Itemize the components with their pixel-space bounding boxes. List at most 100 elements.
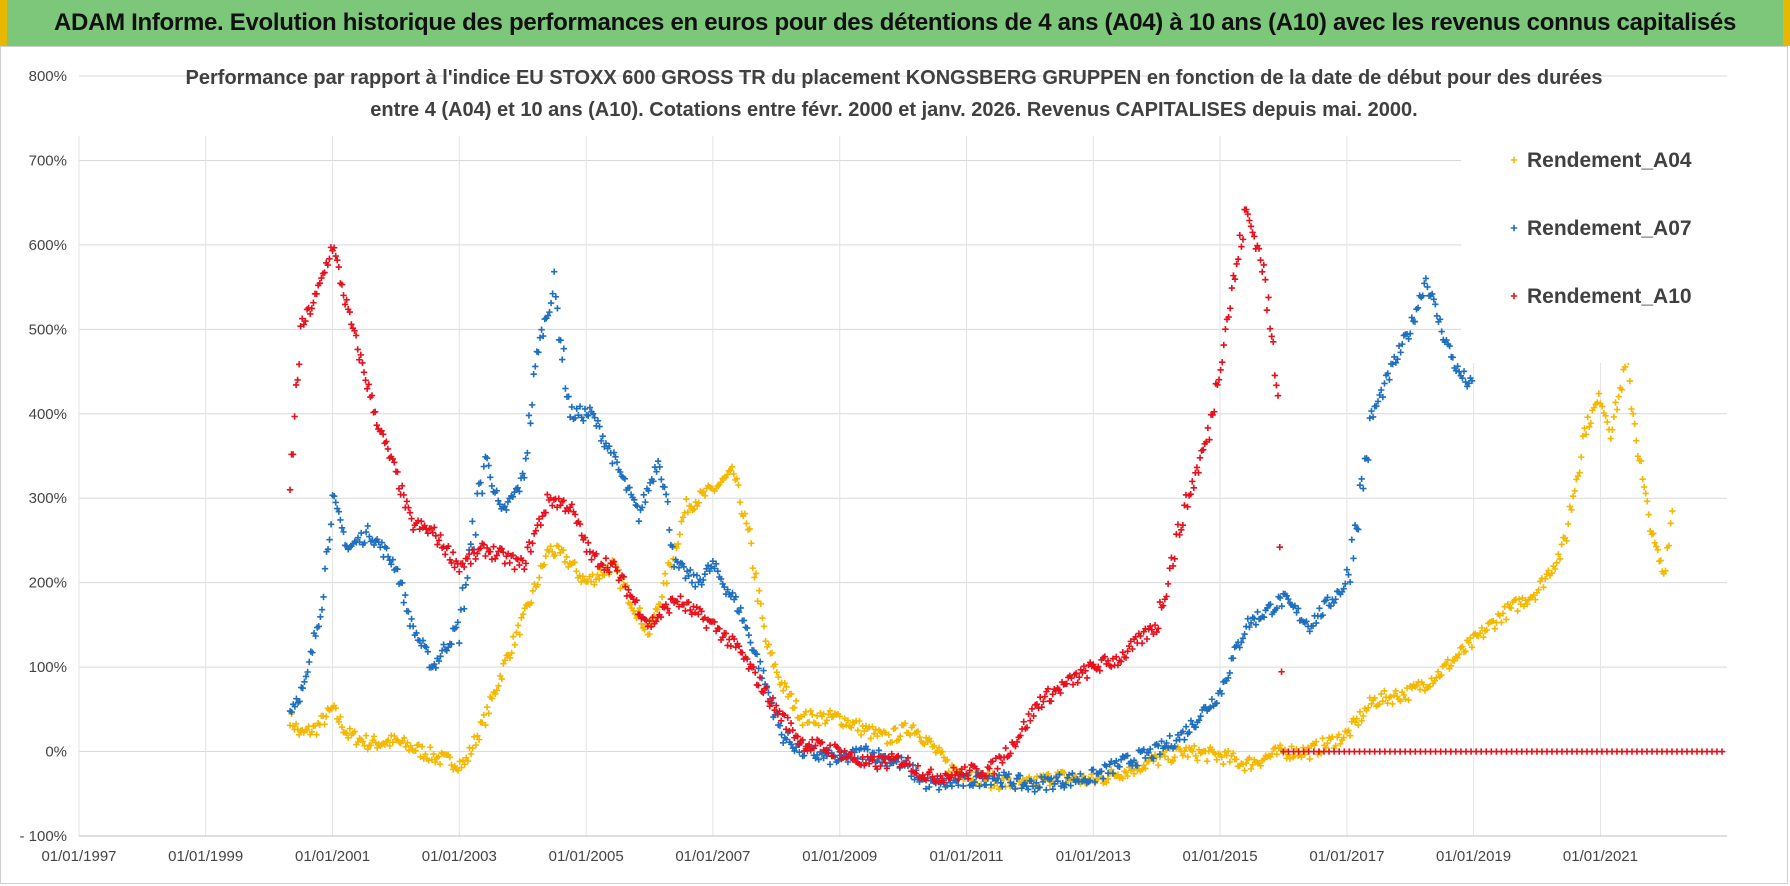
data-point (999, 759, 1006, 766)
data-point (521, 565, 528, 573)
data-point (895, 752, 902, 760)
data-point (591, 414, 598, 421)
data-point (519, 611, 527, 618)
data-point (940, 754, 948, 761)
data-point (1211, 408, 1218, 415)
data-point (776, 707, 783, 715)
data-point (1189, 478, 1196, 485)
data-point (432, 664, 440, 672)
data-point (1405, 335, 1412, 343)
data-point (362, 377, 369, 384)
data-point (425, 757, 432, 764)
data-point (1169, 562, 1177, 570)
data-point (1394, 355, 1401, 363)
data-point (1356, 708, 1364, 716)
data-point (727, 467, 734, 474)
data-point (976, 783, 983, 790)
data-point (469, 518, 476, 525)
data-point (538, 326, 545, 333)
data-point (1510, 224, 1518, 232)
data-point (839, 723, 847, 730)
data-point (735, 643, 743, 650)
data-point (394, 468, 401, 476)
data-point (1184, 503, 1191, 511)
data-point (652, 618, 660, 625)
data-point (752, 669, 759, 676)
data-point (477, 479, 484, 486)
data-point (817, 709, 824, 717)
data-point (737, 604, 744, 612)
data-point (1206, 436, 1213, 443)
data-point (1243, 206, 1250, 213)
data-point (335, 263, 343, 271)
data-point (641, 626, 648, 633)
data-point (1306, 628, 1313, 635)
data-point (413, 629, 420, 637)
data-point (736, 499, 744, 506)
data-point (1447, 662, 1455, 669)
data-point (674, 598, 681, 605)
data-point (654, 606, 661, 613)
data-point (1408, 314, 1416, 321)
data-point (1421, 280, 1428, 287)
data-point (363, 385, 371, 392)
data-point (1288, 743, 1295, 750)
data-point (788, 690, 795, 698)
data-point (1252, 621, 1260, 628)
data-point (673, 544, 680, 552)
data-point (383, 545, 390, 552)
data-point (477, 544, 484, 552)
data-point (562, 385, 569, 392)
data-point (711, 618, 718, 626)
data-point (318, 274, 325, 282)
data-point (431, 758, 439, 766)
data-point (378, 427, 385, 434)
data-point (549, 502, 556, 509)
data-point (1222, 326, 1229, 333)
data-point (982, 772, 990, 780)
data-point (352, 332, 360, 339)
data-point (1278, 668, 1285, 675)
data-point (799, 736, 806, 744)
data-point (1229, 750, 1237, 757)
data-point (546, 308, 553, 316)
data-point (1160, 602, 1167, 609)
data-point (685, 599, 692, 606)
data-point (344, 734, 352, 741)
data-points (286, 206, 1726, 795)
data-point (1346, 578, 1354, 586)
data-point (307, 310, 314, 318)
data-point (1257, 257, 1264, 264)
data-point (666, 526, 673, 534)
data-point (1309, 622, 1317, 630)
data-point (1545, 567, 1552, 574)
data-point (1353, 715, 1360, 722)
data-point (717, 575, 725, 583)
data-point (456, 758, 463, 765)
data-point (885, 731, 892, 738)
data-point (613, 459, 621, 466)
data-point (1628, 405, 1635, 413)
data-point (1195, 469, 1202, 476)
data-point (423, 526, 430, 533)
data-point (547, 299, 555, 307)
data-point (1047, 698, 1055, 705)
data-point (1581, 425, 1588, 432)
data-point (714, 567, 721, 575)
data-point (335, 508, 343, 515)
data-point (506, 559, 513, 567)
data-point (960, 782, 967, 790)
data-point (823, 746, 831, 753)
data-point (1346, 732, 1354, 739)
data-point (479, 490, 486, 497)
data-point (573, 405, 580, 412)
data-point (1517, 601, 1524, 608)
data-point (1392, 687, 1399, 695)
data-point (620, 573, 627, 581)
data-point (874, 765, 881, 773)
data-point (1041, 773, 1048, 781)
data-point (589, 410, 597, 418)
data-point (1010, 780, 1017, 788)
data-point (1543, 570, 1551, 578)
data-point (1621, 363, 1629, 371)
